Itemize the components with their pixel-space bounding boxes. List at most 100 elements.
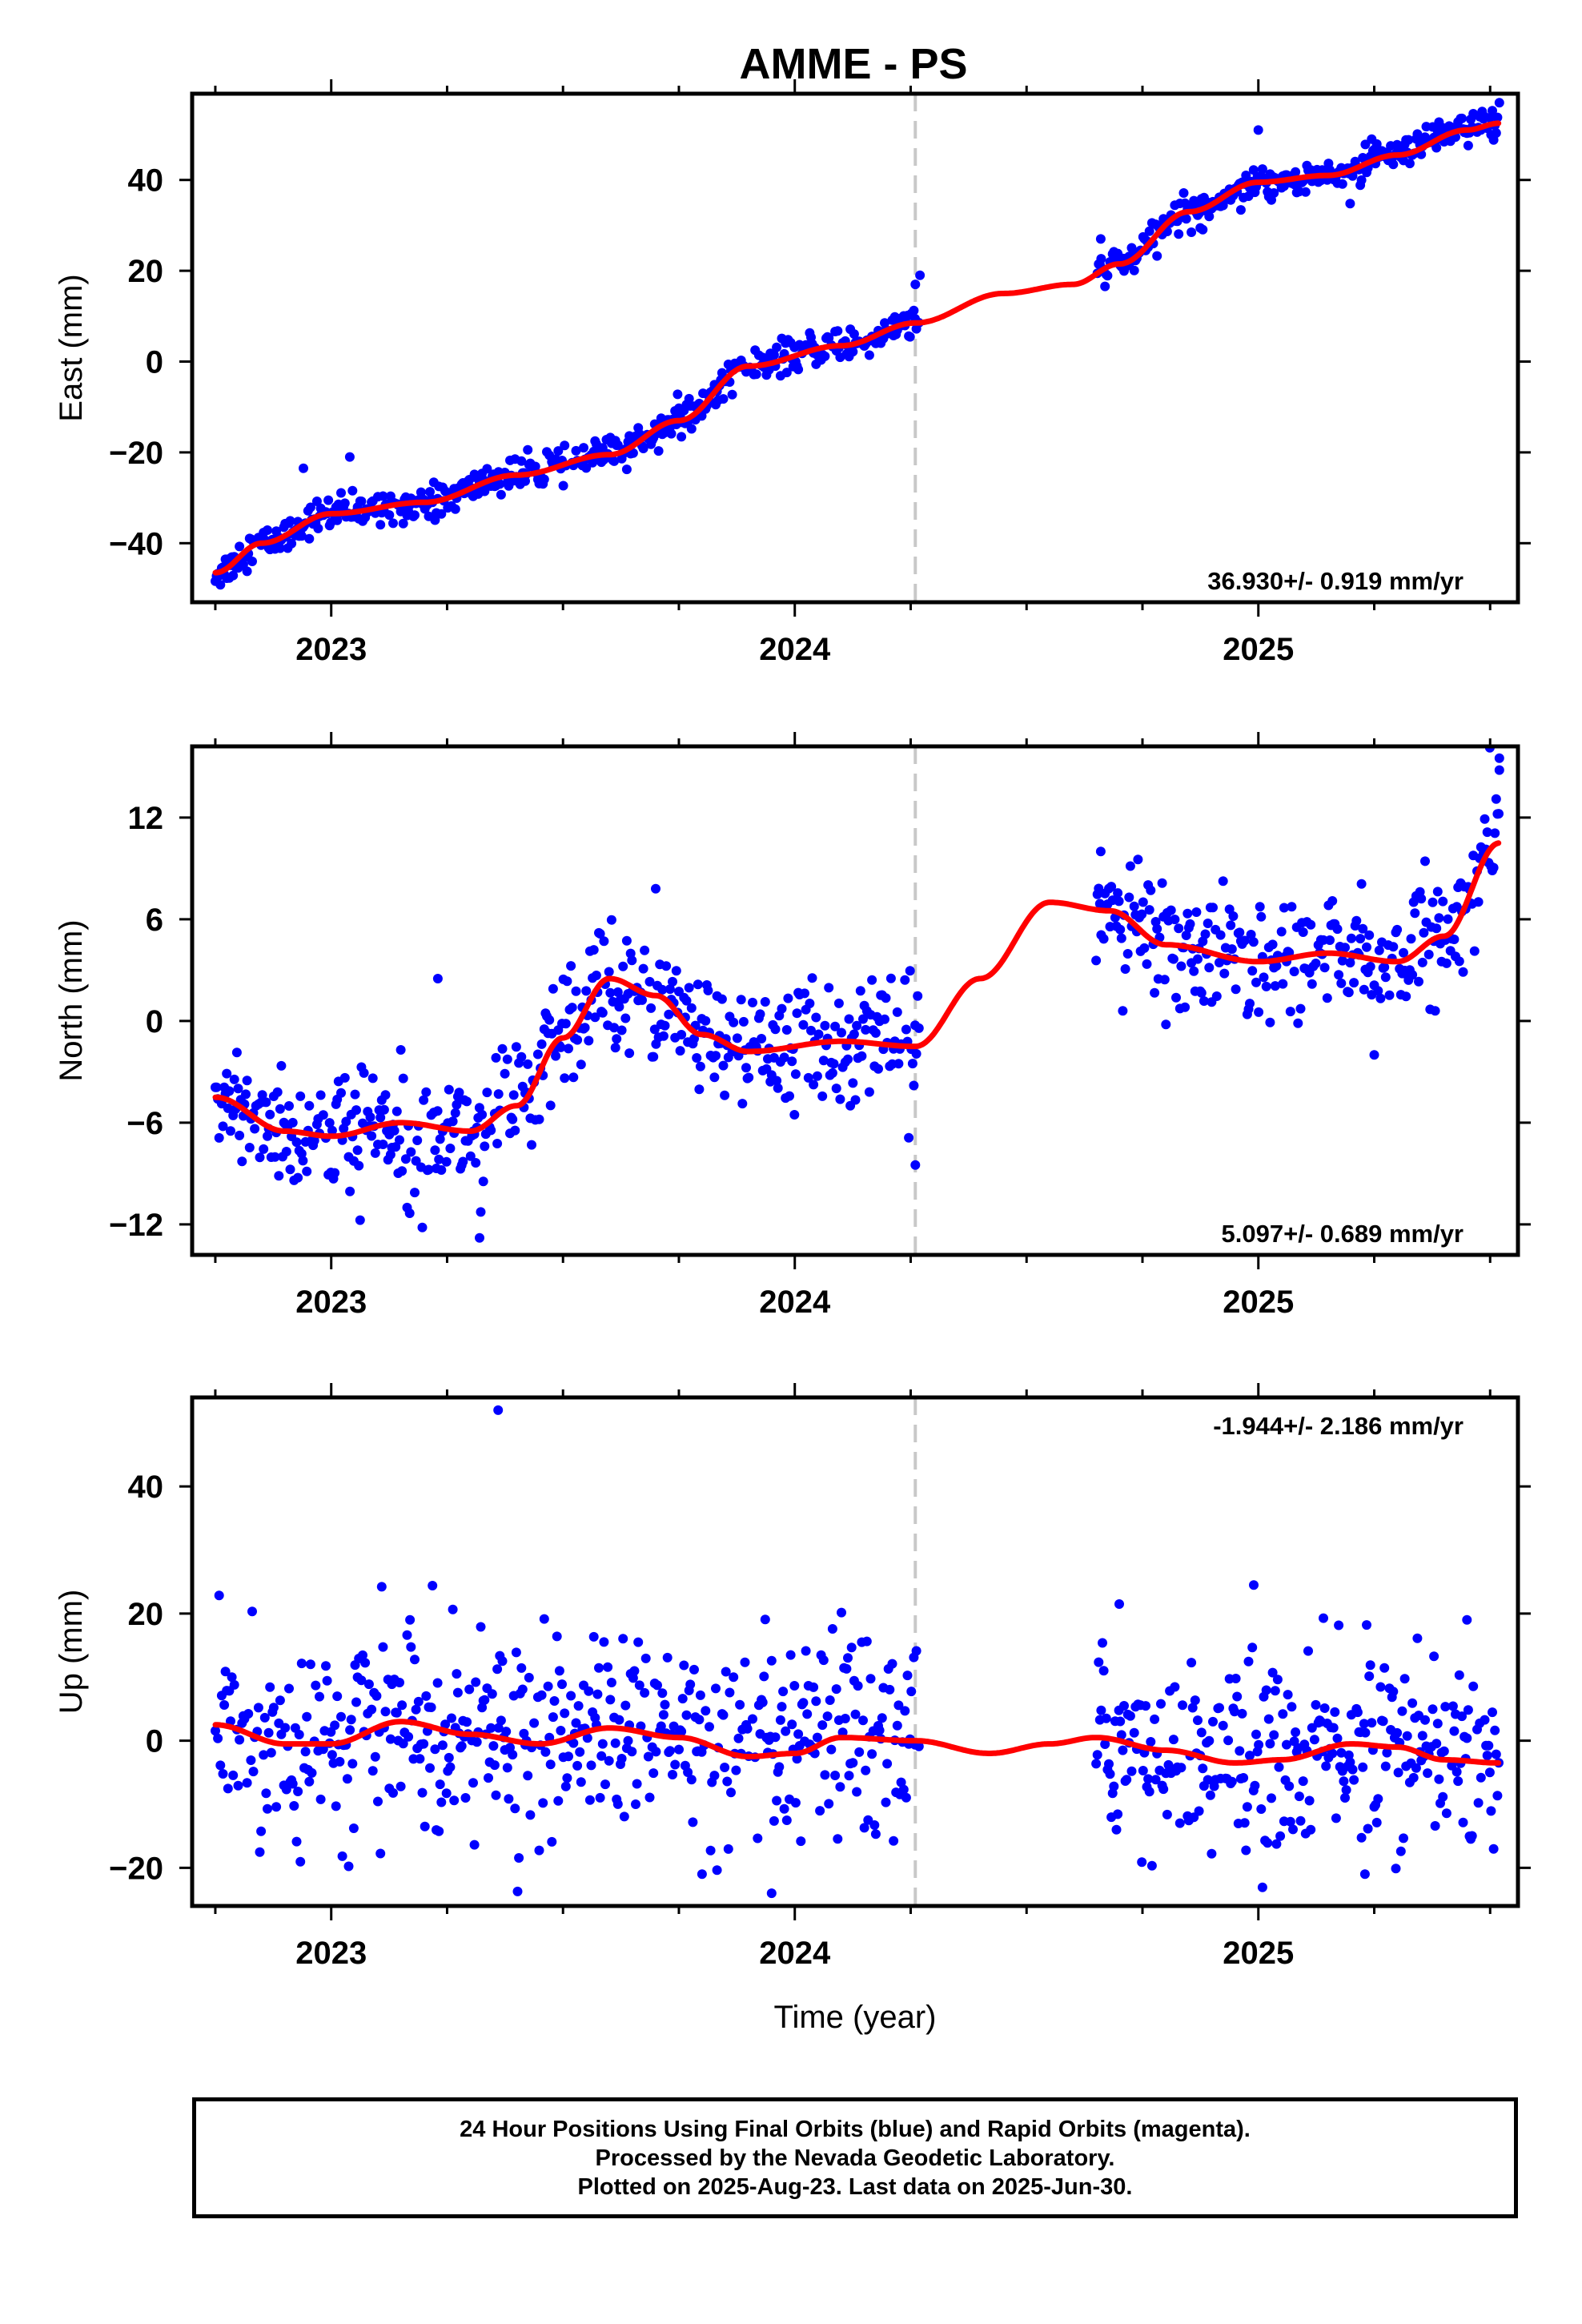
data-point bbox=[299, 463, 308, 473]
data-point bbox=[1261, 1685, 1271, 1695]
data-point bbox=[597, 1739, 608, 1749]
data-point bbox=[1150, 1714, 1160, 1724]
data-point bbox=[909, 305, 919, 316]
data-point bbox=[1257, 164, 1267, 175]
data-point bbox=[1161, 1019, 1171, 1030]
data-point bbox=[905, 966, 915, 976]
panel-north: −12 −6 0 6 12 2023 2024 2025 North (mm) 5.097+/- … bbox=[54, 732, 1531, 1320]
data-point bbox=[255, 1847, 265, 1857]
data-point bbox=[1431, 1739, 1442, 1749]
data-point bbox=[471, 1158, 481, 1168]
data-point bbox=[491, 1052, 501, 1063]
data-point bbox=[1340, 943, 1350, 953]
data-point bbox=[603, 1662, 613, 1672]
data-point bbox=[584, 1686, 594, 1696]
data-point bbox=[830, 1021, 841, 1031]
data-point bbox=[1100, 281, 1110, 292]
data-point bbox=[1454, 1670, 1464, 1680]
data-point bbox=[686, 1003, 697, 1013]
data-point bbox=[668, 976, 677, 987]
data-point bbox=[640, 945, 650, 955]
data-point bbox=[1336, 978, 1347, 988]
data-point bbox=[223, 1783, 233, 1794]
data-point bbox=[415, 1754, 425, 1764]
data-point bbox=[705, 1722, 714, 1732]
data-point bbox=[1399, 947, 1408, 958]
data-point bbox=[835, 1782, 845, 1792]
data-point bbox=[648, 1051, 659, 1062]
data-point bbox=[781, 368, 792, 378]
data-point bbox=[1198, 224, 1208, 235]
data-point bbox=[1158, 1784, 1169, 1795]
data-point bbox=[1346, 933, 1356, 943]
y-tick-label-north: −12 bbox=[109, 1208, 163, 1243]
data-point bbox=[913, 1023, 924, 1033]
data-point bbox=[580, 1023, 590, 1033]
data-point bbox=[1226, 920, 1236, 931]
data-point bbox=[783, 993, 793, 1003]
data-point bbox=[717, 994, 727, 1004]
data-point bbox=[824, 1799, 834, 1809]
data-point bbox=[835, 1094, 845, 1104]
data-point bbox=[913, 991, 923, 1001]
data-point bbox=[441, 1156, 452, 1167]
data-point bbox=[777, 1003, 787, 1014]
data-point bbox=[604, 1755, 614, 1766]
data-point bbox=[337, 1851, 347, 1861]
x-tick-label-east: 2025 bbox=[1223, 632, 1294, 667]
data-point bbox=[1187, 1703, 1198, 1713]
data-point bbox=[798, 1698, 809, 1708]
data-point bbox=[1307, 979, 1317, 989]
data-point bbox=[1298, 927, 1308, 937]
data-point bbox=[1432, 1719, 1443, 1729]
data-point bbox=[1242, 1802, 1252, 1812]
data-point bbox=[556, 1042, 566, 1052]
data-point bbox=[692, 1053, 702, 1063]
data-point bbox=[817, 1720, 828, 1731]
data-point bbox=[536, 1690, 547, 1700]
data-point bbox=[820, 1770, 830, 1780]
data-point bbox=[779, 1052, 789, 1063]
data-point bbox=[1186, 1658, 1197, 1668]
data-point bbox=[384, 510, 395, 521]
data-point bbox=[547, 1836, 557, 1847]
data-point bbox=[1152, 923, 1162, 934]
data-point bbox=[241, 1089, 251, 1100]
data-point bbox=[305, 1659, 315, 1670]
data-point bbox=[1235, 1746, 1245, 1756]
data-point bbox=[738, 1016, 749, 1027]
data-point bbox=[900, 1706, 910, 1716]
data-point bbox=[379, 1104, 389, 1115]
data-point bbox=[1193, 954, 1203, 964]
data-point bbox=[621, 464, 632, 475]
data-point bbox=[1431, 923, 1442, 934]
y-axis-label-up: Up (mm) bbox=[54, 1590, 89, 1715]
data-point bbox=[1339, 1776, 1349, 1787]
data-point bbox=[660, 1699, 670, 1710]
data-point bbox=[1204, 963, 1215, 973]
data-point bbox=[1223, 1735, 1234, 1746]
data-point bbox=[769, 350, 779, 360]
data-point bbox=[827, 1068, 837, 1078]
data-point bbox=[1327, 896, 1338, 906]
data-point bbox=[300, 1747, 311, 1757]
data-point bbox=[508, 1750, 518, 1760]
footer-caption-box: 24 Hour Positions Using Final Orbits (bl… bbox=[192, 2097, 1518, 2218]
data-point bbox=[609, 1023, 620, 1033]
data-point bbox=[375, 520, 386, 530]
data-point bbox=[1168, 1735, 1178, 1745]
data-point bbox=[560, 1019, 571, 1029]
data-point bbox=[489, 1760, 500, 1771]
data-point bbox=[1227, 1776, 1237, 1787]
data-point bbox=[351, 1697, 361, 1707]
x-tick-label-north: 2023 bbox=[295, 1285, 367, 1320]
data-point bbox=[477, 1109, 488, 1120]
data-point bbox=[296, 531, 307, 541]
data-point bbox=[1379, 1663, 1390, 1673]
data-point bbox=[1100, 1739, 1110, 1749]
data-point bbox=[841, 1663, 852, 1674]
data-point bbox=[1106, 882, 1117, 892]
data-point bbox=[1124, 892, 1134, 903]
data-point bbox=[1469, 946, 1480, 956]
data-point bbox=[731, 1765, 741, 1775]
